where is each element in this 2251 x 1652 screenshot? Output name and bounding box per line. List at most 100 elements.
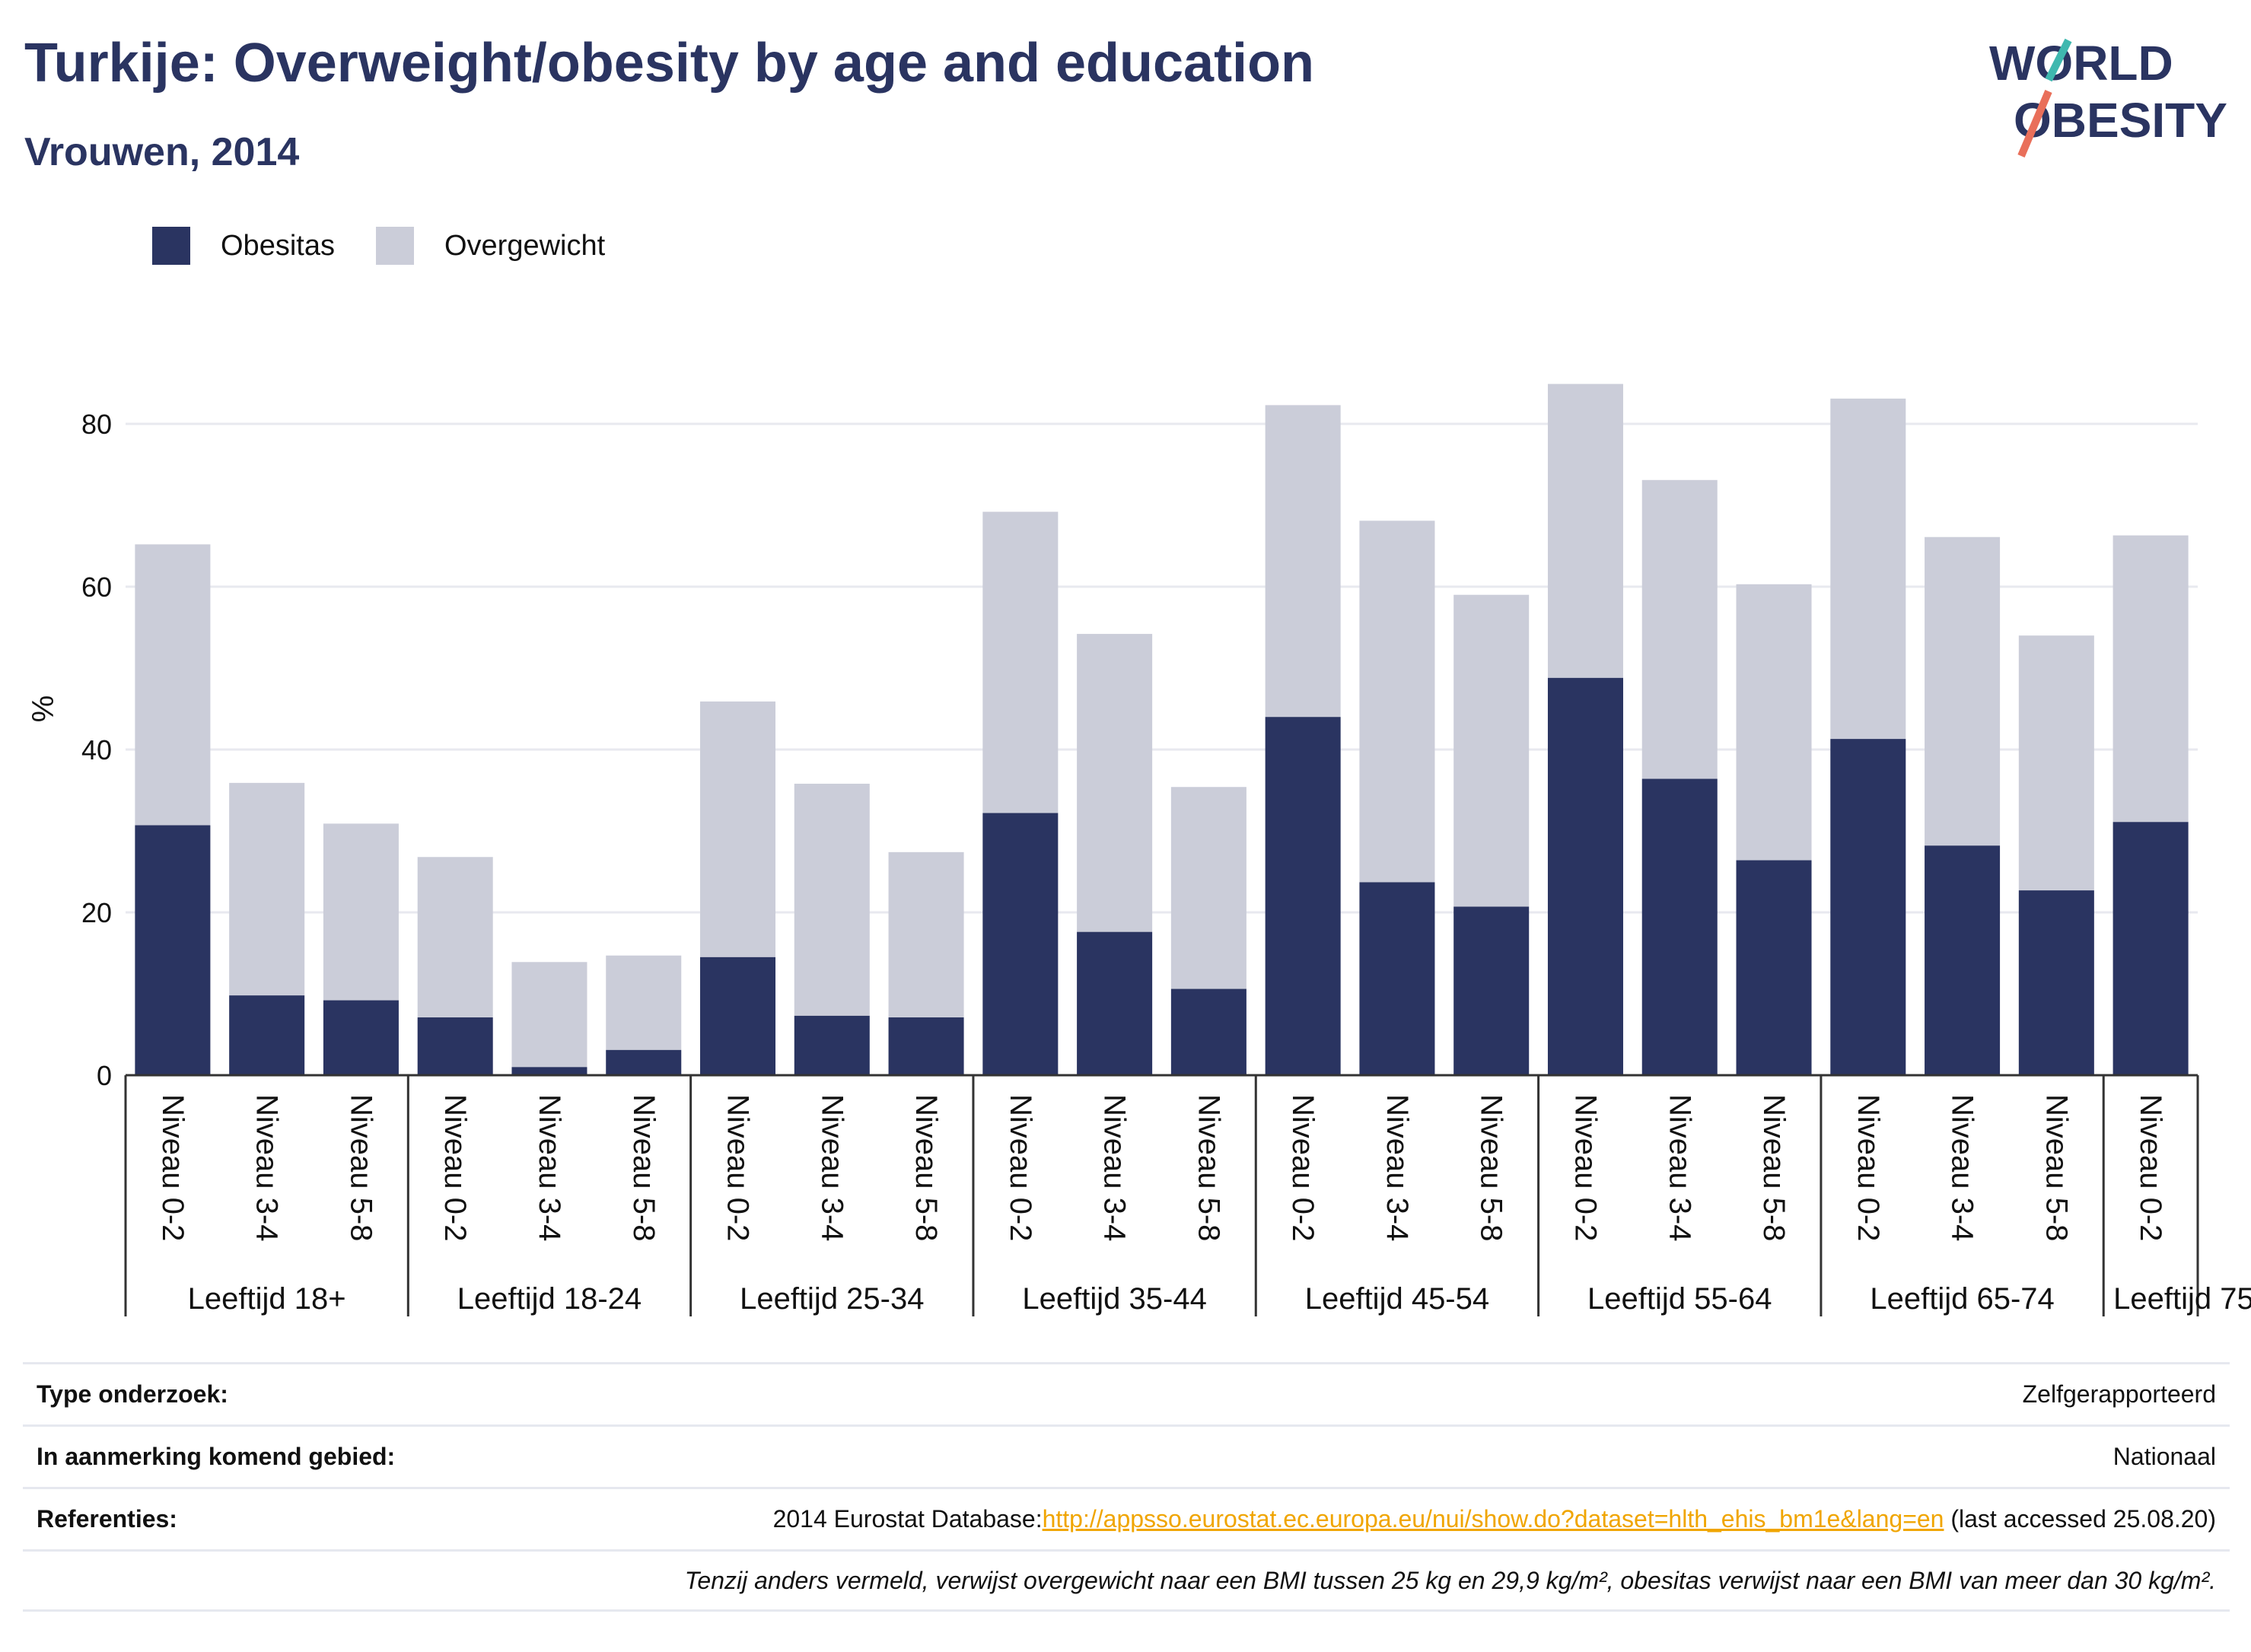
x-tick-label: Niveau 5-8 bbox=[344, 1094, 377, 1241]
group-label: Leeftijd 45-54 bbox=[1305, 1282, 1489, 1316]
bar-obesitas bbox=[417, 1017, 493, 1075]
y-tick-label: 0 bbox=[97, 1060, 112, 1091]
bar-overgewicht bbox=[1453, 594, 1530, 907]
bar-overgewicht bbox=[2113, 535, 2189, 823]
bar-overgewicht bbox=[1736, 584, 1812, 861]
x-tick-label: Niveau 0-2 bbox=[2134, 1094, 2167, 1241]
bar-obesitas bbox=[1736, 860, 1812, 1075]
bar-obesitas bbox=[700, 957, 776, 1075]
bar-overgewicht bbox=[229, 782, 305, 996]
bar-obesitas bbox=[982, 813, 1059, 1075]
bar-overgewicht bbox=[1925, 536, 2001, 846]
x-tick-label: Niveau 5-8 bbox=[1757, 1094, 1791, 1241]
group-label: Leeftijd 25-34 bbox=[740, 1282, 924, 1316]
legend-swatch-overgewicht bbox=[375, 227, 414, 265]
meta-row-survey-type: Type onderzoek: Zelfgerapporteerd bbox=[23, 1362, 2230, 1424]
group-label: Leeftijd 75+ bbox=[2113, 1282, 2251, 1316]
bar-obesitas bbox=[135, 825, 211, 1075]
bar-obesitas bbox=[1453, 906, 1530, 1075]
bar-obesitas bbox=[229, 995, 305, 1075]
chart-legend: Obesitas Overgewicht bbox=[152, 227, 646, 265]
meta-value-survey-type: Zelfgerapporteerd bbox=[2022, 1380, 2216, 1408]
legend-item-obesitas[interactable]: Obesitas bbox=[152, 227, 335, 265]
legend-label-obesitas: Obesitas bbox=[221, 229, 335, 262]
world-obesity-logo: WORLD OBESITY bbox=[1989, 36, 2227, 158]
bar-overgewicht bbox=[1265, 405, 1341, 718]
y-tick-label: 40 bbox=[81, 734, 112, 766]
stacked-bar-chart: 0 20 40 60 80% Niveau 0-2 Niveau 3-4 Niveau 5-8… bbox=[27, 384, 2251, 1316]
bar-overgewicht bbox=[1077, 634, 1153, 932]
y-tick-label: 20 bbox=[81, 897, 112, 928]
references-suffix: (last accessed 25.08.20) bbox=[1944, 1505, 2216, 1533]
x-tick-label: Niveau 5-8 bbox=[1475, 1094, 1508, 1241]
bar-overgewicht bbox=[135, 544, 211, 826]
bar-obesitas bbox=[1641, 778, 1718, 1075]
bar-obesitas bbox=[794, 1015, 870, 1075]
bar-overgewicht bbox=[982, 511, 1059, 813]
group-label: Leeftijd 18+ bbox=[188, 1282, 346, 1316]
bar-overgewicht bbox=[417, 857, 493, 1018]
x-tick-label: Niveau 5-8 bbox=[627, 1094, 661, 1241]
bar-overgewicht bbox=[888, 851, 964, 1018]
x-tick-label: Niveau 3-4 bbox=[1946, 1094, 1979, 1241]
meta-label-area: In aanmerking komend gebied: bbox=[37, 1443, 396, 1470]
bar-overgewicht bbox=[511, 962, 587, 1068]
x-tick-label: Niveau 0-2 bbox=[1004, 1094, 1037, 1241]
x-tick-label: Niveau 3-4 bbox=[1380, 1094, 1414, 1241]
page-title: Turkije: Overweight/obesity by age and e… bbox=[24, 33, 1315, 94]
group-label: Leeftijd 18-24 bbox=[457, 1282, 642, 1316]
bar-overgewicht bbox=[1547, 384, 1623, 678]
x-tick-label: Niveau 0-2 bbox=[156, 1094, 189, 1241]
legend-swatch-obesitas bbox=[152, 227, 190, 265]
bar-overgewicht bbox=[700, 701, 776, 957]
x-tick-label: Niveau 5-8 bbox=[1192, 1094, 1225, 1241]
bar-overgewicht bbox=[2018, 635, 2094, 891]
bar-obesitas bbox=[1359, 882, 1435, 1075]
group-label: Leeftijd 65-74 bbox=[1870, 1282, 2054, 1316]
meta-label-survey-type: Type onderzoek: bbox=[37, 1380, 228, 1408]
y-tick-label: 80 bbox=[81, 409, 112, 440]
y-axis-label: % bbox=[27, 695, 60, 723]
bar-obesitas bbox=[1170, 988, 1246, 1075]
x-tick-label: Niveau 3-4 bbox=[250, 1094, 284, 1241]
logo-line2: OBESITY bbox=[2014, 93, 2227, 148]
meta-value-area: Nationaal bbox=[2113, 1443, 2216, 1470]
x-tick-label: Niveau 0-2 bbox=[1286, 1094, 1320, 1241]
x-tick-label: Niveau 3-4 bbox=[533, 1094, 566, 1241]
bar-obesitas bbox=[606, 1049, 682, 1075]
x-tick-label: Niveau 5-8 bbox=[909, 1094, 943, 1241]
bar-obesitas bbox=[1925, 845, 2001, 1075]
bar-obesitas bbox=[1830, 739, 1906, 1075]
x-tick-label: Niveau 3-4 bbox=[1663, 1094, 1696, 1241]
bar-overgewicht bbox=[606, 955, 682, 1050]
logo-slash-coral bbox=[2017, 90, 2052, 158]
bar-obesitas bbox=[2018, 890, 2094, 1075]
bmi-note: Tenzij anders vermeld, verwijst overgewi… bbox=[684, 1566, 2216, 1594]
x-tick-label: Niveau 0-2 bbox=[721, 1094, 755, 1241]
bar-obesitas bbox=[2113, 822, 2189, 1075]
meta-row-area: In aanmerking komend gebied: Nationaal bbox=[23, 1424, 2230, 1487]
logo-line1: WORLD bbox=[1989, 36, 2173, 91]
bar-obesitas bbox=[888, 1017, 964, 1075]
bar-obesitas bbox=[323, 1000, 399, 1075]
x-tick-label: Niveau 0-2 bbox=[1568, 1094, 1602, 1241]
x-tick-label: Niveau 0-2 bbox=[1851, 1094, 1885, 1241]
bar-obesitas bbox=[1265, 717, 1341, 1075]
bar-obesitas bbox=[511, 1067, 587, 1075]
y-tick-label: 60 bbox=[81, 571, 112, 603]
legend-item-overgewicht[interactable]: Overgewicht bbox=[375, 227, 605, 265]
x-tick-label: Niveau 3-4 bbox=[815, 1094, 849, 1241]
bar-overgewicht bbox=[1641, 479, 1718, 779]
references-link[interactable]: http://appsso.eurostat.ec.europa.eu/nui/… bbox=[1042, 1505, 1944, 1533]
meta-value-references: 2014 Eurostat Database:http://appsso.eur… bbox=[773, 1505, 2216, 1533]
group-label: Leeftijd 55-64 bbox=[1587, 1282, 1772, 1316]
meta-row-note: Tenzij anders vermeld, verwijst overgewi… bbox=[23, 1549, 2230, 1612]
bar-overgewicht bbox=[794, 783, 870, 1016]
bar-overgewicht bbox=[1170, 787, 1246, 989]
logo-slash-teal bbox=[2045, 38, 2072, 82]
references-prefix: 2014 Eurostat Database: bbox=[772, 1505, 1043, 1533]
bar-overgewicht bbox=[323, 823, 399, 1001]
bar-overgewicht bbox=[1359, 520, 1435, 883]
metadata-table: Type onderzoek: Zelfgerapporteerd In aan… bbox=[23, 1362, 2230, 1612]
x-tick-label: Niveau 5-8 bbox=[2039, 1094, 2073, 1241]
